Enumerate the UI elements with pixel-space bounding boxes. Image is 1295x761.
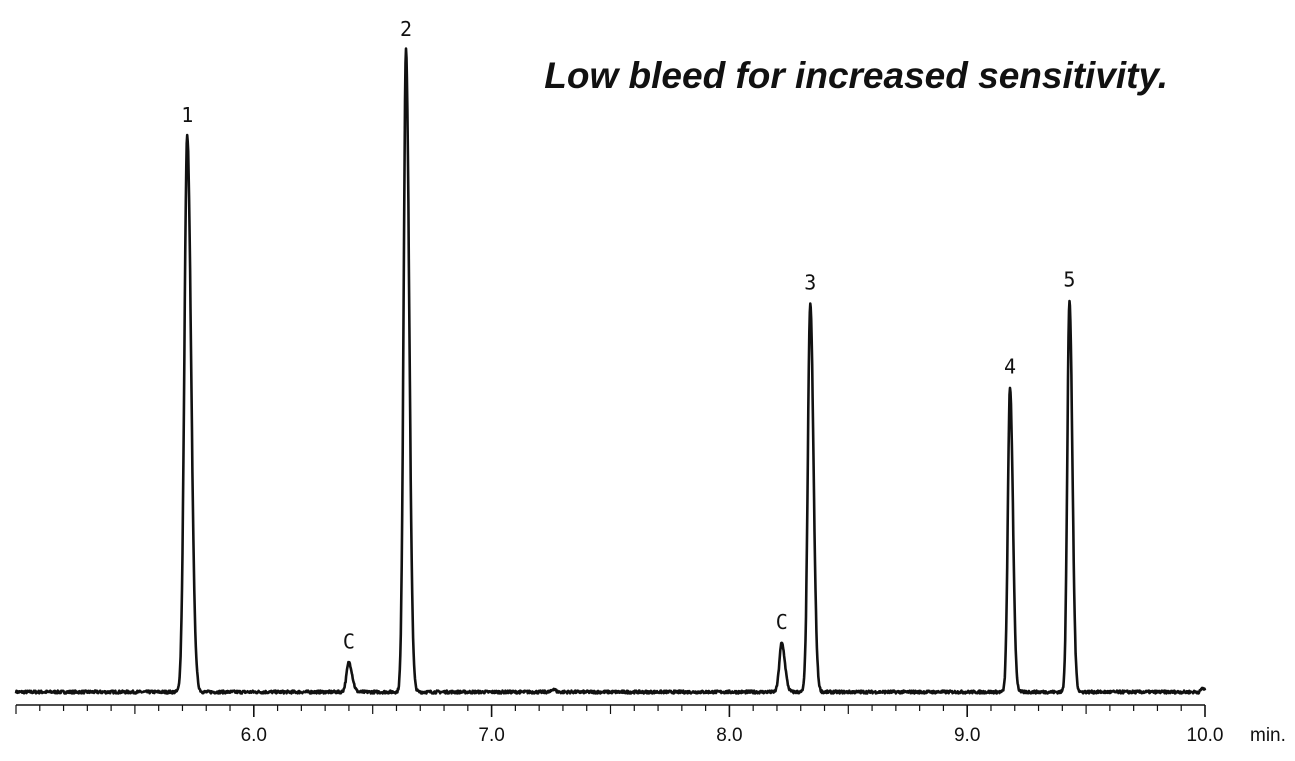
- x-axis-ticks: [15, 705, 1206, 717]
- peak-label: 4: [1004, 355, 1016, 379]
- peak-label: 3: [804, 271, 816, 295]
- peak-label: 2: [400, 17, 412, 41]
- x-axis-unit-label: min.: [1250, 725, 1286, 746]
- x-tick-label: 7.0: [478, 725, 504, 746]
- x-axis-tick-labels: 6.0 7.0 8.0 9.0 10.0: [241, 725, 1224, 746]
- x-tick-label: 8.0: [716, 725, 742, 746]
- peak-label: C: [343, 629, 355, 653]
- peak-labels: 1 C 2 C 3 4 5: [181, 17, 1075, 653]
- x-tick-label: 6.0: [241, 725, 267, 746]
- chart-title: Low bleed for increased sensitivity.: [544, 55, 1168, 96]
- x-tick-label: 9.0: [954, 725, 980, 746]
- peak-label: 5: [1063, 267, 1075, 291]
- x-tick-label: 10.0: [1187, 725, 1224, 746]
- chromatogram-trace: [14, 47, 1207, 695]
- peak-label: 1: [181, 103, 193, 127]
- peak-label: C: [776, 610, 788, 634]
